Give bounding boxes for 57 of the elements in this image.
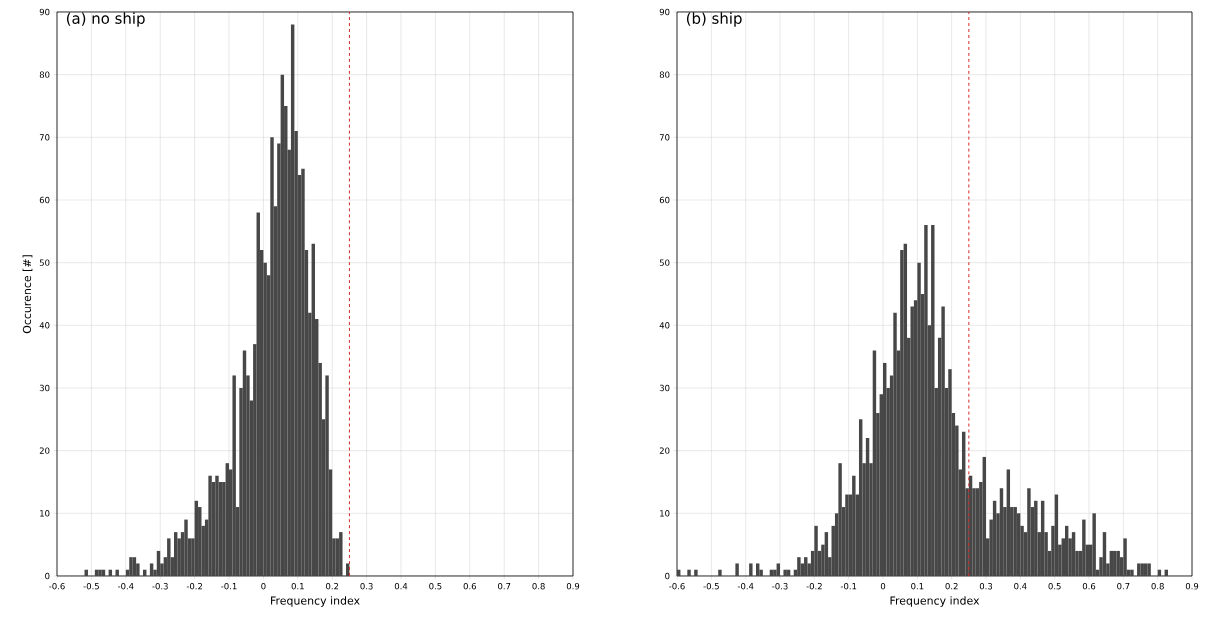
x-tick-label: 0.2 — [326, 583, 339, 590]
y-tick-label: 10 — [40, 510, 50, 517]
y-tick-label: 40 — [39, 322, 50, 329]
x-tick-label: 0.8 — [532, 583, 545, 590]
x-tick-label: -0.2 — [186, 583, 203, 590]
x-tick-label: 0.5 — [1048, 583, 1061, 590]
y-axis-title: Occurence [#] — [22, 255, 33, 334]
x-tick-label: 0.3 — [360, 583, 373, 590]
y-tick-label: 90 — [659, 8, 670, 16]
x-tick-label: 0.2 — [945, 583, 958, 590]
x-tick-label: 0.6 — [1082, 583, 1096, 590]
y-tick-label: 0 — [665, 572, 670, 580]
x-tick-label: -0.6 — [49, 583, 65, 590]
x-tick-label: -0.4 — [117, 583, 134, 590]
y-tick-label: 20 — [39, 447, 50, 454]
y-tick-label: 40 — [659, 322, 670, 329]
x-tick-label: -0.4 — [737, 583, 754, 590]
x-tick-label: -0.5 — [703, 583, 719, 590]
x-tick-label: 0.8 — [1151, 583, 1164, 590]
x-tick-label: -0.5 — [83, 583, 99, 590]
y-tick-label: 70 — [659, 134, 670, 141]
x-tick-label: 0.9 — [1185, 583, 1199, 590]
y-tick-label: 50 — [659, 259, 670, 266]
y-tick-label: 80 — [39, 71, 50, 78]
x-axis-title: Frequency index — [890, 596, 980, 607]
x-tick-label: -0.3 — [772, 583, 788, 590]
y-tick-label: 60 — [659, 196, 670, 204]
y-tick-label: 50 — [39, 259, 50, 266]
x-tick-label: 0.1 — [911, 583, 924, 590]
x-tick-label: 0.3 — [979, 583, 993, 590]
x-tick-label: -0.2 — [806, 583, 822, 590]
chart-title: (b) ship — [686, 12, 742, 27]
x-tick-label: 0 — [880, 583, 886, 590]
y-tick-label: 70 — [39, 134, 50, 141]
x-tick-label: 0.4 — [394, 583, 408, 590]
x-axis-title: Frequency index — [271, 596, 360, 607]
y-tick-label: 80 — [659, 71, 670, 78]
chart-title: (a) no ship — [66, 12, 145, 27]
x-tick-label: 0.7 — [498, 583, 511, 590]
y-tick-label: 30 — [39, 384, 50, 392]
x-tick-label: 0 — [261, 583, 266, 590]
x-tick-label: -0.6 — [669, 583, 685, 590]
x-tick-label: -0.1 — [840, 583, 857, 590]
x-tick-label: 0.1 — [291, 583, 304, 590]
y-tick-label: 0 — [45, 572, 50, 580]
x-tick-label: 0.4 — [1014, 583, 1027, 590]
y-tick-label: 90 — [39, 8, 50, 16]
y-tick-label: 20 — [659, 447, 670, 454]
y-tick-label: 30 — [659, 384, 670, 392]
x-tick-label: 0.9 — [566, 583, 580, 590]
x-tick-label: -0.3 — [152, 583, 168, 590]
x-tick-label: 0.7 — [1117, 583, 1130, 590]
y-tick-label: 10 — [660, 510, 670, 517]
x-tick-label: 0.5 — [429, 583, 442, 590]
x-tick-label: 0.6 — [463, 583, 477, 590]
x-tick-label: -0.1 — [221, 583, 237, 590]
y-tick-label: 60 — [39, 196, 50, 204]
